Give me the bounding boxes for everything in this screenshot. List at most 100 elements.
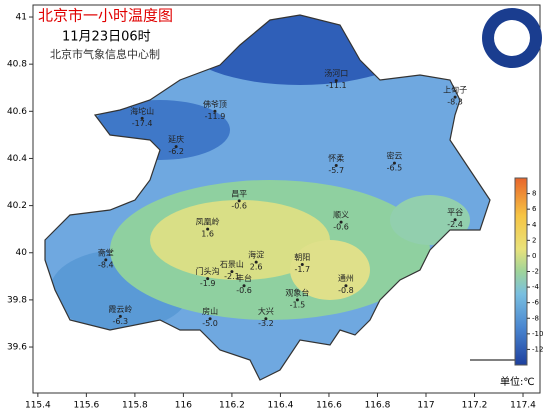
colorbar-label: -8 — [532, 314, 539, 322]
station-marker — [334, 164, 338, 168]
x-tick-label: 115.6 — [73, 401, 99, 411]
y-tick-label: 40.2 — [7, 201, 27, 211]
station-value: -11.1 — [326, 81, 347, 90]
station-name: 凤凰岭 — [196, 217, 220, 227]
colorbar-label: 6 — [532, 205, 537, 213]
y-tick-label: 40.8 — [7, 60, 27, 70]
station-marker — [453, 95, 457, 99]
station-marker — [264, 317, 268, 321]
station-marker — [206, 227, 210, 231]
y-tick-label: 40 — [16, 248, 28, 258]
station-value: -1.5 — [290, 300, 306, 309]
station-name: 佛爷顶 — [203, 99, 227, 109]
y-tick-label: 39.8 — [7, 295, 27, 305]
station-marker — [213, 109, 217, 113]
colorbar-label: 2 — [532, 236, 536, 244]
station-name: 大兴 — [258, 306, 274, 316]
station-marker — [242, 284, 246, 288]
colorbar-label: -10 — [532, 330, 543, 338]
station-name: 延庆 — [168, 134, 184, 144]
y-tick-label: 40.4 — [7, 154, 27, 164]
station-name: 朝阳 — [294, 253, 310, 262]
colorbar-label: -4 — [532, 283, 540, 291]
station-value: -6.2 — [168, 147, 184, 156]
station-marker — [237, 199, 241, 203]
station-marker — [174, 145, 178, 149]
station-name: 平谷 — [447, 208, 463, 217]
station-marker — [230, 270, 234, 274]
station-marker — [118, 314, 122, 318]
colorbar-label: -12 — [532, 345, 543, 353]
x-tick-label: 116.8 — [365, 401, 391, 411]
x-tick-label: 116.2 — [219, 401, 245, 411]
station-value: -0.8 — [338, 286, 354, 295]
station-value: -5.7 — [328, 166, 344, 175]
station-value: -6.5 — [387, 164, 403, 173]
station-value: -11.9 — [205, 112, 226, 121]
colorbar — [514, 177, 528, 366]
date: 11月23日06时 — [62, 30, 151, 45]
station-value: -8.3 — [447, 98, 463, 107]
station-name: 房山 — [202, 306, 218, 316]
x-tick-label: 117.2 — [462, 401, 488, 411]
x-tick-label: 115.8 — [122, 401, 148, 411]
station-name: 海淀 — [248, 250, 264, 260]
station-name: 顺义 — [333, 211, 349, 220]
colorbar-label: 8 — [532, 190, 536, 198]
x-tick-label: 116.4 — [268, 401, 294, 411]
title: 北京市一小时温度图 — [38, 7, 173, 25]
station-value: -5.0 — [202, 319, 218, 328]
station-marker — [295, 298, 299, 302]
station-name: 昌平 — [231, 189, 247, 198]
station-name: 石景山 — [220, 259, 244, 269]
colorbar-label: -6 — [532, 299, 540, 307]
station-value: -0.6 — [236, 286, 252, 295]
station-name: 观象台 — [285, 287, 309, 297]
x-tick-label: 117 — [417, 401, 434, 411]
station-marker — [208, 317, 212, 321]
colorbar-label: 0 — [532, 252, 536, 260]
station-name: 门头沟 — [196, 266, 220, 276]
subtitle: 北京市气象信息中心制 — [50, 47, 160, 61]
station-name: 密云 — [386, 151, 402, 161]
station-marker — [104, 258, 108, 262]
y-tick-label: 41 — [16, 13, 27, 23]
station-name: 斋堂 — [98, 247, 114, 257]
x-tick-label: 116.6 — [316, 401, 342, 411]
station-name: 汤河口 — [324, 68, 348, 78]
station-value: 2.6 — [250, 263, 263, 272]
station-value: -0.6 — [333, 223, 349, 232]
station-marker — [254, 260, 258, 264]
station-marker — [339, 220, 343, 224]
x-tick-label: 116 — [175, 401, 192, 411]
station-value: -8.4 — [98, 260, 114, 269]
station-marker — [140, 116, 144, 120]
colorbar-label: 4 — [532, 221, 537, 229]
station-marker — [300, 263, 304, 267]
station-value: -0.6 — [231, 201, 247, 210]
station-marker — [453, 218, 457, 222]
station-name: 通州 — [338, 273, 354, 283]
station-value: -3.2 — [258, 319, 274, 328]
station-name: 霞云岭 — [108, 304, 132, 314]
x-tick-label: 117.4 — [510, 401, 536, 411]
station-name: 海坨山 — [130, 106, 154, 116]
station-name: 上甸子 — [443, 85, 467, 95]
station-marker — [392, 161, 396, 165]
station-value: -1.7 — [294, 265, 310, 274]
y-tick-label: 40.6 — [7, 107, 27, 117]
station-marker — [334, 79, 338, 83]
station-name: 怀柔 — [328, 153, 344, 163]
y-tick-label: 39.6 — [7, 343, 27, 353]
station-value: -1.9 — [200, 279, 216, 288]
unit: 单位:℃ — [500, 375, 535, 388]
station-value: -2.4 — [447, 220, 463, 229]
station-value: 1.6 — [201, 230, 214, 239]
x-tick-label: 115.4 — [25, 401, 51, 411]
station-marker — [344, 284, 348, 288]
colorbar-label: -2 — [532, 268, 539, 276]
station-name: 丰台 — [236, 273, 252, 283]
station-value: -2.1 — [224, 272, 240, 281]
logo — [494, 20, 530, 56]
